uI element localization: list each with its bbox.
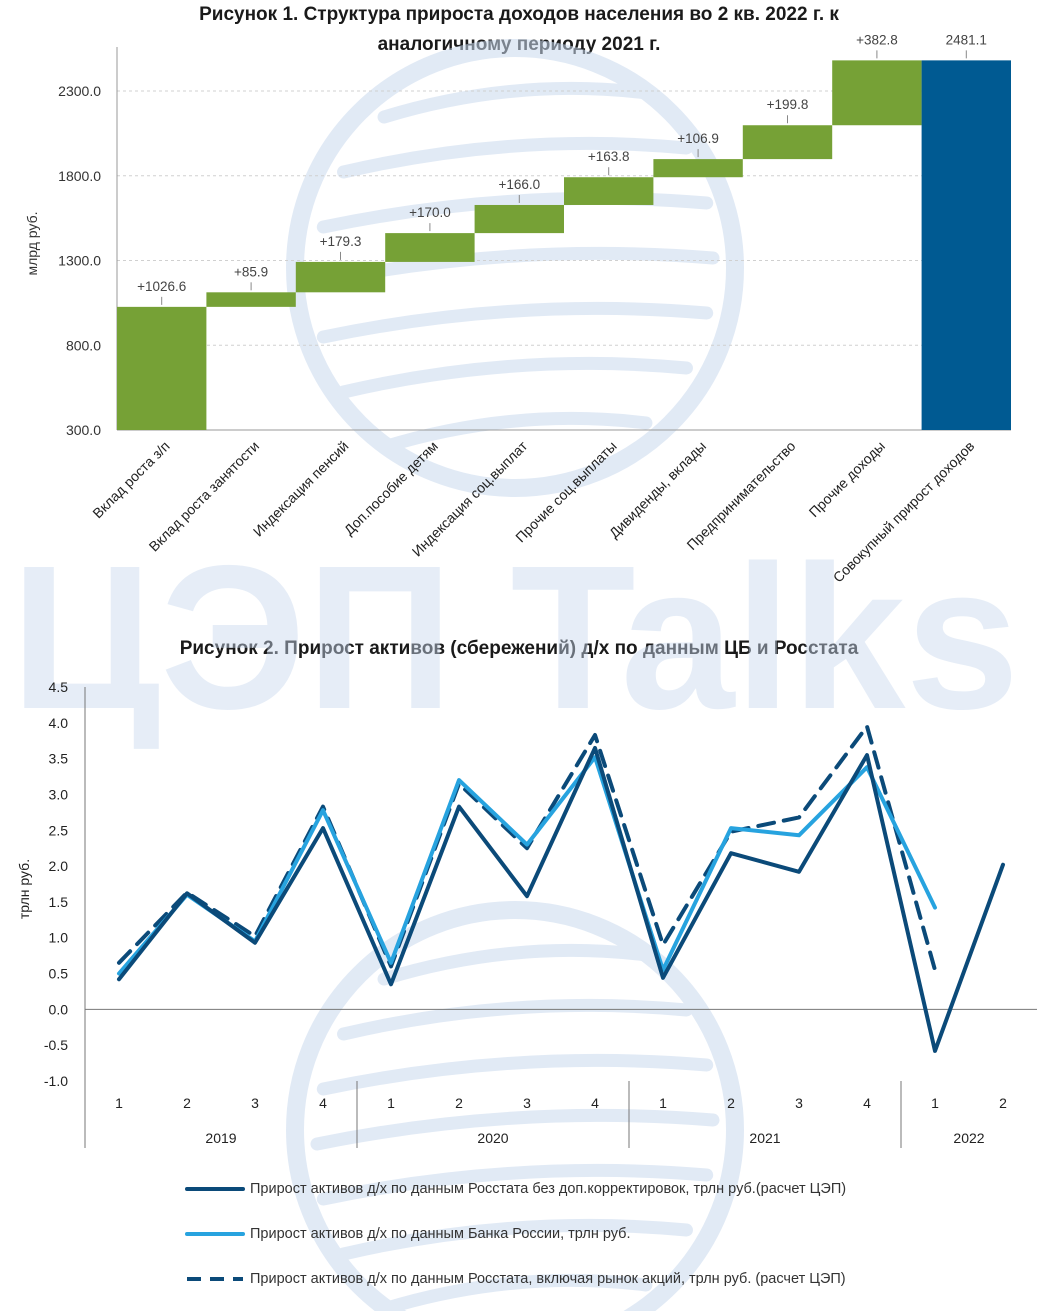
legend-swatch-solid-light — [185, 1232, 245, 1236]
chart1-data-label: +106.9 — [677, 131, 719, 146]
chart1-bar — [742, 125, 833, 160]
watermark-globe-bottom-band — [377, 1273, 653, 1311]
chart1-category-label: Вклад роста з/п — [89, 438, 172, 521]
chart2-title: Рисунок 2. Прирост активов (сбережений) … — [179, 638, 859, 659]
watermark-globe-top-band — [316, 191, 714, 234]
legend-label-cbr: Прирост активов д/х по данным Банка Росс… — [250, 1226, 631, 1242]
chart2-year-label: 2019 — [205, 1130, 236, 1146]
legend-item-rosstat-stocks: Прирост активов д/х по данным Росстата, … — [185, 1268, 846, 1290]
chart2-ylabel: трлн руб. — [16, 859, 32, 919]
chart1-bar — [474, 204, 564, 234]
watermark-globe-top-band — [337, 356, 693, 399]
chart2-ytick-label: 4.5 — [49, 679, 69, 695]
chart1-ytick-label: 2300.0 — [58, 83, 101, 99]
chart1-category-label: Прочие доходы — [806, 438, 888, 520]
watermark-globe-bottom — [286, 901, 744, 1311]
watermark-globe-top-band — [377, 81, 653, 124]
line-chart: -1.0 -0.5 0.0 0.5 1.0 1.5 2.0 2.5 3.0 3.5 4.0 4.5 тр… — [16, 679, 1037, 1148]
chart1-ylabel: млрд руб. — [24, 211, 40, 275]
chart2-quarter-label: 1 — [931, 1095, 939, 1111]
chart2-ytick-label: 2.0 — [49, 858, 69, 874]
chart2-ytick-label: 4.0 — [49, 715, 69, 731]
chart2-quarter-label: 1 — [387, 1095, 395, 1111]
chart2-quarter-label: 3 — [251, 1095, 259, 1111]
chart1-bar — [117, 306, 207, 430]
watermark-globe-bottom-band — [310, 1108, 720, 1151]
chart2-quarter-label: 1 — [115, 1095, 123, 1111]
chart1-bar — [653, 159, 743, 178]
chart1-data-label: +382.8 — [856, 32, 898, 47]
legend-item-cbr: Прирост активов д/х по данным Банка Росс… — [185, 1223, 631, 1245]
chart2-ytick-label: 2.5 — [49, 822, 69, 838]
chart1-ytick-label: 1800.0 — [58, 168, 101, 184]
legend-label-rosstat: Прирост активов д/х по данным Росстата б… — [250, 1181, 847, 1197]
chart1-ytick-label: 800.0 — [66, 337, 101, 353]
chart2-quarter-label: 2 — [727, 1095, 735, 1111]
legend-swatch-solid-dark — [185, 1187, 245, 1191]
chart2-quarter-label: 3 — [795, 1095, 803, 1111]
chart1-data-label: +199.8 — [767, 97, 809, 112]
chart2-ytick-label: -1.0 — [44, 1073, 68, 1089]
watermark-globe-bottom-band — [316, 1053, 714, 1096]
chart2-year-label: 2021 — [749, 1130, 780, 1146]
watermark-globe-bottom-band — [337, 998, 693, 1041]
chart1-bar — [206, 292, 296, 307]
watermark-globe-bottom-band — [377, 943, 653, 986]
chart1-ytick-label: 300.0 — [66, 422, 101, 438]
chart1-data-label: +163.8 — [588, 149, 630, 164]
watermark-globe-top-band — [337, 136, 693, 179]
chart2-quarter-label: 2 — [999, 1095, 1007, 1111]
chart2-year-label: 2020 — [477, 1130, 508, 1146]
legend-label-rosstat-stocks: Прирост активов д/х по данным Росстата, … — [250, 1271, 846, 1287]
watermark-globe-top — [286, 39, 744, 497]
watermark: ЦЭП Talks — [11, 39, 1020, 1311]
chart2-ytick-label: 1.5 — [49, 894, 69, 910]
chart2-ytick-label: 0.0 — [49, 1001, 69, 1017]
chart1-data-label: +1026.6 — [137, 279, 186, 294]
chart1-bar — [385, 233, 475, 262]
chart2-quarter-label: 2 — [183, 1095, 191, 1111]
chart1-bar — [295, 261, 386, 293]
chart1-bar — [564, 177, 654, 205]
watermark-text: ЦЭП Talks — [11, 523, 1020, 752]
chart2-quarter-label: 4 — [591, 1095, 599, 1111]
chart2-quarter-label: 4 — [319, 1095, 327, 1111]
watermark-globe-top-band — [377, 411, 653, 454]
chart2-series-line-dashed-dark — [117, 724, 937, 972]
chart2-quarter-label: 3 — [523, 1095, 531, 1111]
chart1-data-label: +85.9 — [234, 264, 268, 279]
chart2-ytick-label: -0.5 — [44, 1037, 68, 1053]
chart1-data-label: +179.3 — [320, 234, 362, 249]
watermark-globe-bottom-band — [316, 1163, 714, 1206]
chart2-quarter-label: 4 — [863, 1095, 871, 1111]
chart2-ytick-label: 1.0 — [49, 930, 69, 946]
legend-swatch-dashed-dark — [187, 1277, 243, 1281]
watermark-globe-top-band — [316, 301, 714, 344]
chart1-bar — [921, 60, 1011, 431]
legend-item-rosstat: Прирост активов д/х по данным Росстата б… — [185, 1178, 846, 1200]
chart1-data-label: +170.0 — [409, 205, 451, 220]
chart2-series-line-solid-dark — [117, 745, 1005, 1053]
chart2-quarter-label: 2 — [455, 1095, 463, 1111]
chart2-ytick-label: 3.5 — [49, 751, 69, 767]
chart2-quarter-label: 1 — [659, 1095, 667, 1111]
chart1-title-line1: Рисунок 1. Структура прироста доходов на… — [199, 4, 839, 25]
chart1-ytick-label: 1300.0 — [58, 253, 101, 269]
chart2-year-label: 2022 — [953, 1130, 984, 1146]
chart2-series-line-solid-light — [117, 755, 937, 976]
watermark-globe-bottom-band — [337, 1218, 693, 1261]
watermark-globe-top-ring — [286, 39, 744, 497]
chart1-data-label: 2481.1 — [946, 32, 987, 47]
watermark-globe-bottom-ring — [286, 901, 744, 1311]
chart1-bar — [832, 60, 922, 126]
chart2-ytick-label: 3.0 — [49, 786, 69, 802]
chart1-data-label: +166.0 — [498, 177, 540, 192]
chart2-ytick-label: 0.5 — [49, 966, 69, 982]
